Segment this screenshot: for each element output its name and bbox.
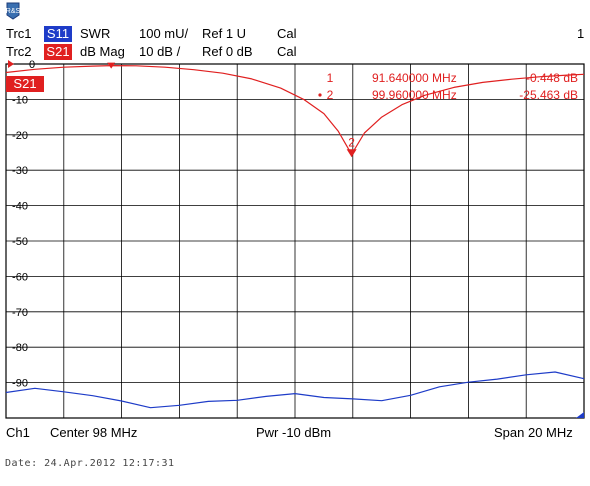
footer-power[interactable]: Pwr -10 dBm [256, 425, 332, 440]
channel-number: 1 [577, 26, 585, 41]
readout-marker-freq: 99.960000 MHz [372, 88, 457, 102]
trace1-param-badge[interactable]: S11 [44, 26, 72, 42]
footer-channel[interactable]: Ch1 [6, 425, 30, 440]
readout-marker-freq: 91.640000 MHz [372, 71, 457, 85]
readout-marker-label: 1 [327, 71, 334, 85]
y-tick-label: -60 [12, 271, 28, 283]
trace1-cal[interactable]: Cal [277, 26, 297, 41]
ref-level-icon [8, 60, 14, 68]
readout-marker-value: -0.448 dB [526, 71, 578, 85]
s11-trace-end-icon [576, 412, 584, 418]
y-tick-label: 0 [29, 59, 35, 71]
s21-trace-tag[interactable]: S21 [6, 76, 44, 92]
marker-readout: 1 91.640000 MHz -0.448 dB 2 99.960000 MHz -25… [318, 71, 578, 102]
trace-markers: 2 [107, 62, 357, 158]
grid [5, 63, 585, 419]
trace1-format[interactable]: SWR [80, 26, 111, 41]
readout-marker-value: -25.463 dB [519, 88, 578, 102]
y-tick-label: -80 [12, 342, 28, 354]
marker-1-icon[interactable] [107, 62, 116, 69]
y-tick-label: -30 [12, 165, 28, 177]
footer-span[interactable]: Span 20 MHz [494, 425, 573, 440]
y-axis-labels: 0 -10 -20 -30 -40 -50 -60 -70 -80 -90 [8, 59, 35, 390]
footer-center[interactable]: Center 98 MHz [50, 425, 138, 440]
trace1-scale[interactable]: 100 mU/ [139, 26, 189, 41]
marker-2-label: 2 [348, 135, 355, 149]
trace2-format[interactable]: dB Mag [80, 44, 125, 59]
y-tick-label: -50 [12, 236, 28, 248]
date-stamp: Date: 24.Apr.2012 12:17:31 [5, 458, 175, 469]
active-marker-dot-icon [318, 93, 322, 97]
y-tick-label: -40 [12, 201, 28, 213]
y-tick-label: -70 [12, 307, 28, 319]
rs-logo-icon: R&S [6, 2, 21, 20]
y-tick-label: -10 [12, 94, 28, 106]
trace-s11 [5, 371, 585, 409]
trace2-name[interactable]: Trc2 [6, 44, 32, 59]
trace1-name[interactable]: Trc1 [6, 26, 32, 41]
trace2-param-badge[interactable]: S21 [44, 44, 72, 60]
trace2-scale[interactable]: 10 dB / [139, 44, 181, 59]
trace2-cal[interactable]: Cal [277, 44, 297, 59]
trace2-ref[interactable]: Ref 0 dB [202, 44, 253, 59]
y-tick-label: -20 [12, 130, 28, 142]
logo-text: R&S [6, 8, 21, 15]
trace1-ref[interactable]: Ref 1 U [202, 26, 247, 41]
trace-plot[interactable]: 0 -10 -20 -30 -40 -50 -60 -70 -80 -90 2 1 91.64000… [0, 58, 590, 420]
y-tick-label: -90 [12, 378, 28, 390]
marker-2-icon[interactable] [346, 149, 357, 158]
readout-marker-label: 2 [327, 88, 334, 102]
